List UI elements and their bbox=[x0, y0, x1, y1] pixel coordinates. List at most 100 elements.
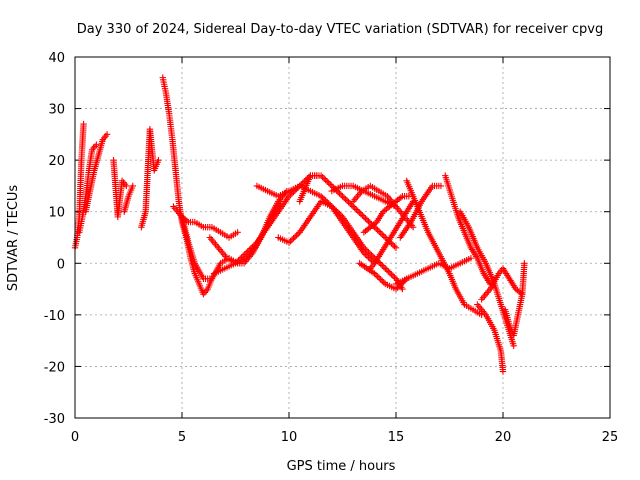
trace-marker bbox=[365, 218, 372, 225]
trace-marker bbox=[247, 251, 255, 258]
series-s4 bbox=[110, 156, 130, 221]
series-s3 bbox=[82, 131, 111, 215]
trace-marker bbox=[417, 200, 424, 207]
trace-marker bbox=[239, 252, 247, 260]
trace-marker bbox=[337, 212, 345, 219]
trace-marker bbox=[467, 305, 475, 312]
trace-marker bbox=[369, 261, 377, 269]
trace-marker bbox=[232, 230, 239, 237]
trace-marker bbox=[369, 253, 377, 260]
trace-marker bbox=[250, 242, 258, 249]
trace-marker bbox=[222, 253, 229, 260]
trace-marker bbox=[454, 211, 461, 219]
trace-marker bbox=[215, 227, 222, 235]
trace-marker bbox=[290, 235, 297, 242]
trace-marker bbox=[389, 272, 397, 280]
trace-marker bbox=[315, 192, 323, 199]
trace-marker bbox=[287, 191, 294, 198]
trace-marker bbox=[293, 232, 300, 239]
trace-marker bbox=[514, 313, 521, 321]
trace-marker bbox=[389, 230, 396, 238]
trace-marker bbox=[422, 266, 430, 273]
trace-marker bbox=[380, 263, 387, 271]
trace-marker bbox=[189, 218, 196, 226]
trace-marker bbox=[283, 188, 291, 196]
trace-marker bbox=[345, 198, 352, 206]
trace-marker bbox=[337, 183, 344, 191]
trace-marker bbox=[78, 215, 86, 223]
data-point bbox=[243, 249, 250, 257]
trace-marker bbox=[372, 271, 380, 279]
data-point bbox=[339, 193, 346, 200]
trace-marker bbox=[389, 241, 397, 249]
trace-marker bbox=[162, 87, 169, 95]
trace-marker bbox=[190, 258, 198, 265]
trace-marker bbox=[354, 207, 361, 215]
trace-marker bbox=[322, 176, 329, 184]
trace-marker bbox=[199, 273, 206, 281]
trace-marker bbox=[340, 194, 348, 201]
trace-marker bbox=[362, 215, 369, 222]
trace-marker bbox=[246, 246, 253, 254]
series-s17 bbox=[360, 193, 413, 236]
trace-marker bbox=[412, 271, 419, 278]
trace-marker bbox=[249, 243, 256, 251]
trace-marker bbox=[385, 268, 392, 275]
trace-marker bbox=[173, 206, 180, 214]
y-tick-label: 10 bbox=[48, 206, 65, 221]
trace-marker bbox=[518, 293, 526, 300]
trace-marker bbox=[396, 220, 403, 227]
trace-marker bbox=[373, 186, 380, 193]
data-point bbox=[392, 244, 400, 252]
y-tick-label: 0 bbox=[57, 257, 65, 272]
series-s23 bbox=[442, 172, 494, 288]
trace-marker bbox=[80, 122, 87, 130]
trace-marker bbox=[336, 210, 343, 218]
trace-marker bbox=[216, 262, 223, 269]
trace-marker bbox=[451, 283, 459, 291]
trace-marker bbox=[128, 184, 136, 192]
trace-marker bbox=[299, 179, 306, 187]
trace-marker bbox=[284, 194, 292, 202]
x-tick-label: 20 bbox=[495, 430, 512, 445]
trace-marker bbox=[447, 190, 455, 198]
trace-marker bbox=[88, 148, 95, 156]
trace-marker bbox=[331, 206, 339, 213]
trace-marker bbox=[363, 216, 371, 224]
x-tick-label: 25 bbox=[602, 430, 619, 445]
trace-marker bbox=[384, 204, 392, 212]
trace-marker bbox=[195, 278, 202, 286]
trace-marker bbox=[379, 197, 387, 204]
series-s27 bbox=[501, 260, 528, 339]
trace-marker bbox=[91, 143, 99, 150]
trace-marker bbox=[247, 245, 254, 252]
trace-marker bbox=[369, 192, 376, 199]
trace-marker bbox=[263, 225, 270, 233]
data-points bbox=[71, 74, 528, 375]
trace-marker bbox=[316, 199, 324, 207]
trace-marker bbox=[379, 262, 386, 269]
trace-marker bbox=[397, 194, 405, 201]
trace-marker bbox=[391, 199, 398, 206]
series-s7 bbox=[159, 74, 216, 298]
trace-marker bbox=[380, 232, 387, 240]
series-s6 bbox=[138, 126, 162, 231]
trace-marker bbox=[394, 284, 401, 291]
trace-marker bbox=[244, 248, 251, 255]
trace-marker bbox=[330, 204, 337, 212]
trace-marker bbox=[377, 229, 384, 237]
trace-marker bbox=[388, 271, 395, 278]
trace-marker bbox=[206, 275, 214, 282]
trace-marker bbox=[238, 260, 246, 267]
trace-marker bbox=[291, 233, 299, 240]
trace-marker bbox=[454, 261, 462, 268]
trace-marker bbox=[473, 253, 480, 260]
trace-marker bbox=[380, 279, 387, 286]
trace-marker bbox=[206, 223, 214, 231]
trace-marker bbox=[365, 249, 372, 256]
trace-marker bbox=[357, 189, 364, 197]
trace-marker bbox=[353, 206, 360, 213]
trace-marker bbox=[191, 268, 198, 275]
trace-marker bbox=[368, 251, 375, 259]
